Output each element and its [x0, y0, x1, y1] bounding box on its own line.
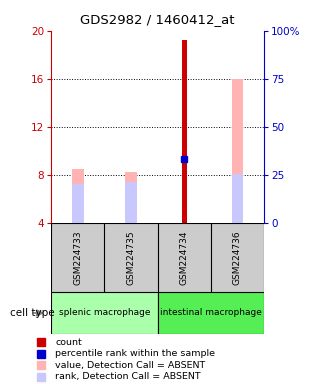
- FancyBboxPatch shape: [51, 223, 264, 292]
- Text: rank, Detection Call = ABSENT: rank, Detection Call = ABSENT: [55, 372, 201, 381]
- Bar: [232, 79, 243, 223]
- Text: count: count: [55, 338, 82, 347]
- Text: GSM224736: GSM224736: [233, 230, 242, 285]
- Bar: [72, 184, 83, 223]
- Text: intestinal macrophage: intestinal macrophage: [160, 308, 262, 318]
- FancyBboxPatch shape: [158, 292, 264, 334]
- Text: GSM224734: GSM224734: [180, 230, 189, 285]
- Bar: [125, 172, 137, 223]
- Bar: [182, 40, 187, 223]
- Text: percentile rank within the sample: percentile rank within the sample: [55, 349, 215, 358]
- FancyBboxPatch shape: [51, 292, 158, 334]
- Text: splenic macrophage: splenic macrophage: [59, 308, 150, 318]
- Bar: [72, 169, 83, 223]
- Bar: [125, 182, 137, 223]
- Text: value, Detection Call = ABSENT: value, Detection Call = ABSENT: [55, 361, 206, 370]
- Text: cell type: cell type: [10, 308, 54, 318]
- Bar: [232, 174, 243, 223]
- Text: GSM224735: GSM224735: [126, 230, 136, 285]
- Text: GSM224733: GSM224733: [73, 230, 82, 285]
- Text: GDS2982 / 1460412_at: GDS2982 / 1460412_at: [80, 13, 235, 26]
